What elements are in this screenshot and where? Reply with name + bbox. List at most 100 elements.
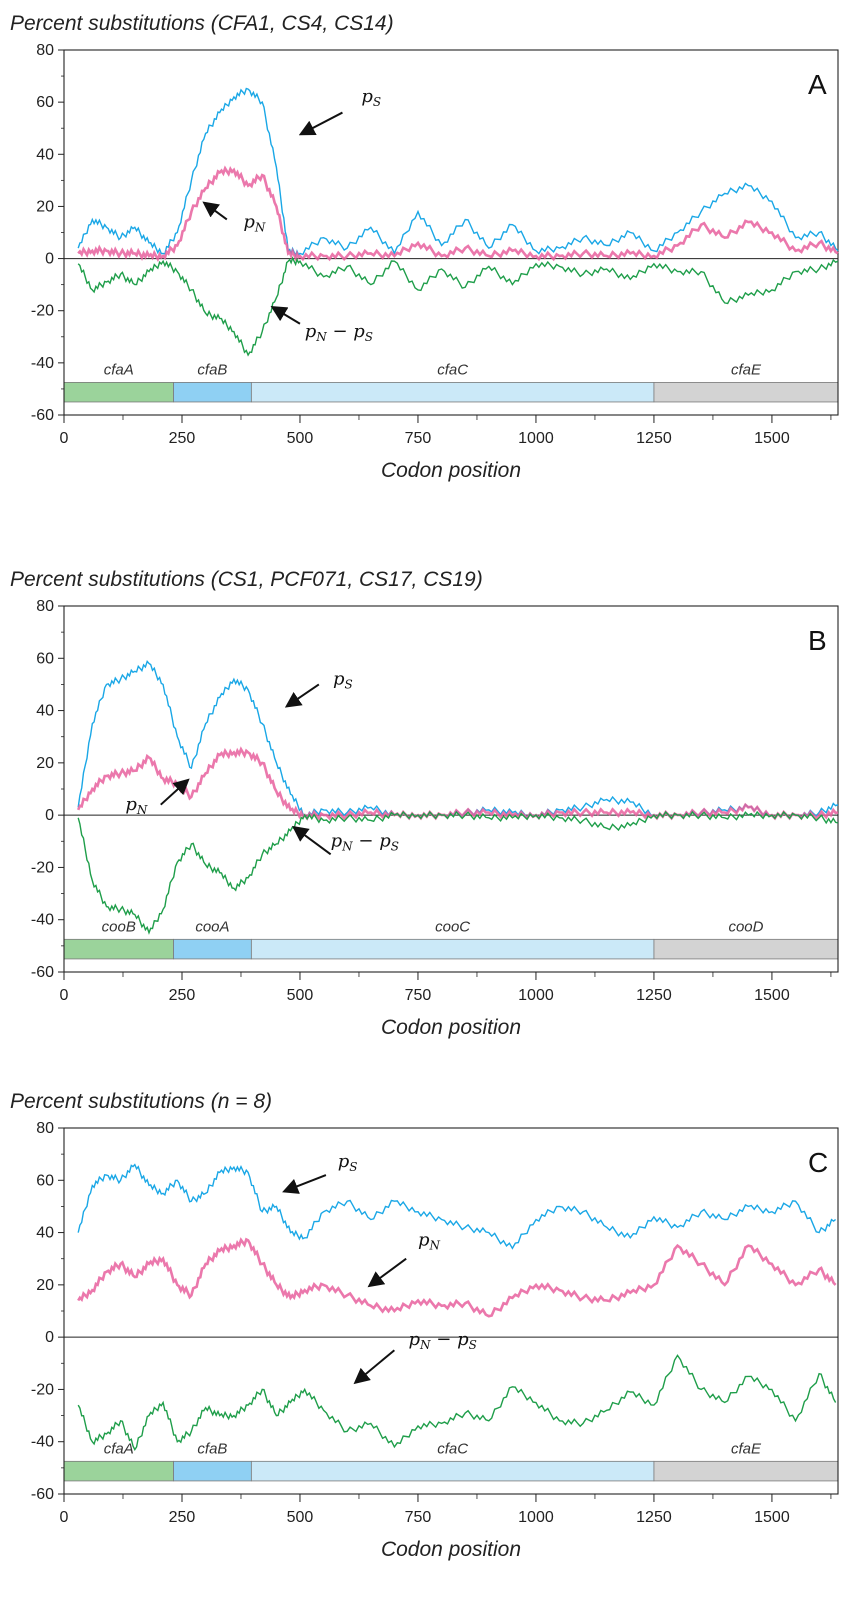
x-tick-label: 1000 — [518, 987, 554, 1004]
x-tick-label: 250 — [169, 1509, 196, 1526]
x-tick-label: 1500 — [754, 430, 790, 447]
y-tick-label: 0 — [45, 807, 54, 824]
y-tick-label: 0 — [45, 251, 54, 268]
y-tick-label: -60 — [31, 1486, 54, 1503]
gene-bar-cooA — [173, 938, 252, 960]
panel-label: C — [808, 1147, 828, 1178]
y-tick-label: 20 — [36, 1277, 54, 1294]
panel-A: Percent substitutions (CFA1, CS4, CS14) c… — [10, 12, 839, 482]
x-tick-label: 0 — [60, 1509, 69, 1526]
series-annotation: pN — [125, 794, 148, 817]
y-tick-label: -20 — [31, 859, 54, 876]
series-annotation: pS — [361, 86, 381, 109]
plot-frame — [63, 49, 839, 416]
annotation-arrow — [292, 825, 332, 856]
series-annotation: pN — [418, 1230, 441, 1253]
x-tick-label: 1500 — [754, 1509, 790, 1526]
annotation-arrow — [270, 306, 301, 325]
gene-label: cooD — [728, 918, 763, 935]
y-tick-label: -60 — [31, 964, 54, 981]
gene-label: cooB — [102, 918, 136, 935]
series-line-pN — [76, 746, 839, 821]
x-tick-label: 500 — [287, 430, 314, 447]
x-tick-label: 1500 — [754, 987, 790, 1004]
x-tick-label: 1000 — [518, 1509, 554, 1526]
x-tick-label: 1250 — [636, 987, 672, 1004]
annotation-arrow — [160, 778, 190, 806]
gene-label: cfaA — [104, 362, 134, 379]
y-tick-label: 20 — [36, 755, 54, 772]
series-line-pN — [77, 165, 839, 263]
y-tick-label: -40 — [31, 912, 54, 929]
gene-bar-cfaE — [653, 382, 839, 403]
gene-bar-cooB — [63, 938, 174, 960]
series-annotation: pN − pS — [305, 321, 373, 344]
panel-B: Percent substitutions (CS1, PCF071, CS17… — [10, 568, 839, 1039]
x-tick-label: 250 — [169, 430, 196, 447]
y-tick-label: 40 — [36, 1225, 54, 1242]
x-tick-label: 0 — [60, 987, 69, 1004]
y-tick-label: 60 — [36, 650, 54, 667]
x-axis-label: Codon position — [381, 1538, 521, 1561]
x-tick-label: 0 — [60, 430, 69, 447]
y-tick-label: 80 — [36, 598, 54, 615]
panel-title: Percent substitutions (n = 8) — [10, 1090, 272, 1113]
gene-bar-cfaC — [250, 382, 655, 403]
x-tick-label: 250 — [169, 987, 196, 1004]
x-tick-label: 1250 — [636, 430, 672, 447]
y-tick-label: -60 — [31, 407, 54, 424]
x-tick-label: 750 — [405, 1509, 432, 1526]
y-tick-label: 60 — [36, 94, 54, 111]
annotation-arrow — [284, 683, 320, 708]
gene-bar-cfaE — [653, 1460, 839, 1482]
y-tick-label: 0 — [45, 1329, 54, 1346]
series-line-pN — [77, 1237, 837, 1318]
x-axis-label: Codon position — [381, 459, 521, 482]
x-tick-label: 500 — [287, 987, 314, 1004]
y-tick-label: -40 — [31, 1434, 54, 1451]
gene-bar-cooC — [250, 938, 655, 960]
gene-label: cfaE — [731, 362, 762, 379]
gene-bar-cfaC — [250, 1460, 655, 1482]
series-line-pNpS — [77, 810, 839, 935]
panel-label: B — [808, 625, 827, 656]
gene-bar-cfaB — [173, 1460, 252, 1482]
gene-label: cfaE — [731, 1440, 762, 1457]
series-annotation: pN — [243, 211, 266, 234]
y-tick-label: 80 — [36, 1120, 54, 1137]
series-annotation: pS — [333, 668, 353, 691]
gene-label: cfaB — [197, 362, 227, 379]
panel-label: A — [808, 69, 827, 100]
gene-bar-cfaA — [63, 382, 174, 403]
gene-bar-cfaA — [63, 1460, 174, 1482]
gene-label: cfaA — [104, 1440, 134, 1457]
y-tick-label: -20 — [31, 303, 54, 320]
series-annotation: pN − pS — [409, 1329, 477, 1352]
gene-bar-cfaB — [173, 382, 252, 403]
gene-label: cfaC — [437, 362, 468, 379]
series-annotation: pS — [338, 1151, 358, 1174]
annotation-arrow — [367, 1257, 407, 1288]
series-line-pS — [77, 87, 839, 258]
annotation-arrow — [282, 1174, 327, 1194]
gene-label: cfaC — [437, 1440, 468, 1457]
y-tick-label: 40 — [36, 703, 54, 720]
plot-frame — [63, 1127, 839, 1495]
y-tick-label: -20 — [31, 1381, 54, 1398]
gene-label: cfaB — [197, 1440, 227, 1457]
series-line-pNpS — [77, 256, 839, 357]
x-axis-label: Codon position — [381, 1016, 521, 1039]
x-tick-label: 750 — [405, 987, 432, 1004]
x-tick-label: 1000 — [518, 430, 554, 447]
y-tick-label: 20 — [36, 198, 54, 215]
y-tick-label: 80 — [36, 42, 54, 59]
series-line-pS — [77, 1163, 837, 1250]
x-tick-label: 500 — [287, 1509, 314, 1526]
y-tick-label: 60 — [36, 1172, 54, 1189]
panel-title: Percent substitutions (CFA1, CS4, CS14) — [10, 12, 394, 35]
annotation-arrow — [202, 201, 228, 221]
panel-C: Percent substitutions (n = 8) cfaA cfaB cfa… — [10, 1090, 839, 1561]
gene-label: cooC — [435, 918, 470, 935]
annotation-arrow — [298, 111, 343, 136]
